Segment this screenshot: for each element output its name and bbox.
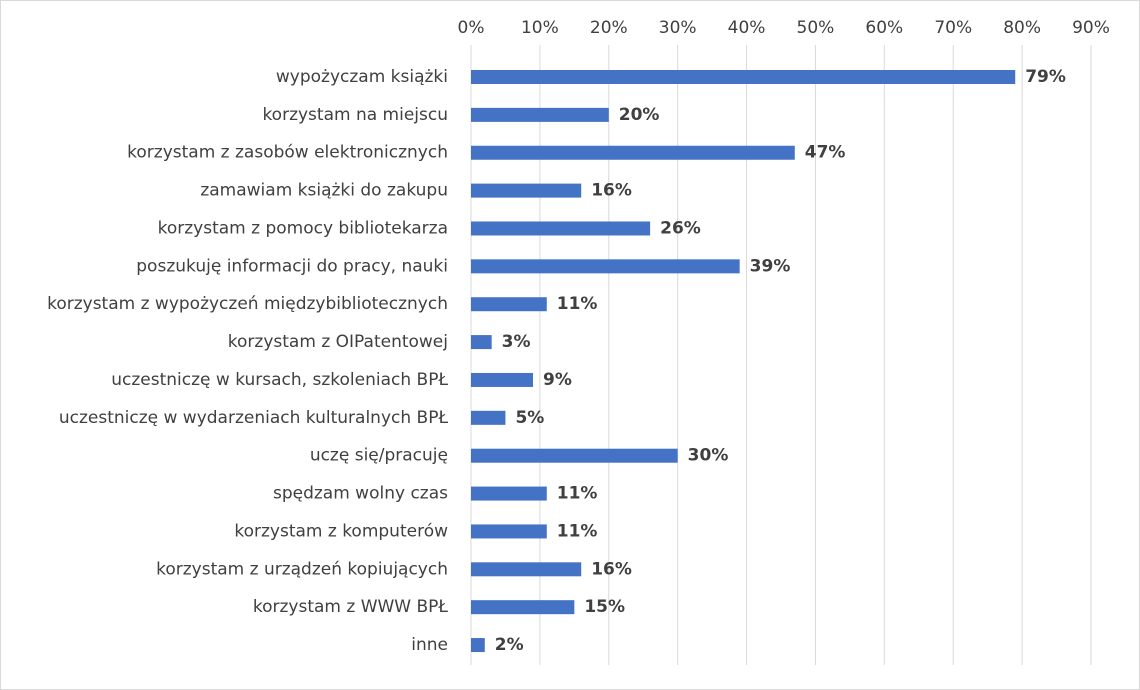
x-tick-label: 90% — [1072, 18, 1110, 38]
y-tick-label: korzystam z WWW BPŁ — [253, 597, 449, 617]
y-tick-label: korzystam z OIPatentowej — [228, 332, 448, 352]
value-label: 11% — [557, 521, 598, 541]
x-tick-label: 70% — [934, 18, 972, 38]
value-label: 16% — [591, 181, 632, 201]
bar — [471, 335, 492, 350]
bar — [471, 107, 609, 122]
x-tick-label: 10% — [521, 18, 559, 38]
value-label: 16% — [591, 559, 632, 579]
y-tick-label: zamawiam książki do zakupu — [200, 181, 448, 201]
x-tick-label: 60% — [865, 18, 903, 38]
bar — [471, 372, 533, 387]
value-label: 15% — [584, 597, 625, 617]
y-tick-label: korzystam z wypożyczeń międzybiblioteczn… — [47, 294, 448, 314]
x-tick-label: 20% — [590, 18, 628, 38]
bar — [471, 221, 651, 236]
bar — [471, 448, 678, 463]
x-tick-label: 50% — [797, 18, 835, 38]
value-label: 9% — [543, 370, 572, 390]
y-tick-label: uczestniczę w wydarzeniach kulturalnych … — [59, 408, 449, 428]
x-tick-label: 80% — [1003, 18, 1041, 38]
bar — [471, 145, 795, 160]
value-label: 26% — [660, 218, 701, 238]
value-label: 11% — [557, 484, 598, 504]
y-tick-label: inne — [411, 635, 448, 655]
x-tick-label: 40% — [728, 18, 766, 38]
y-tick-label: korzystam na miejscu — [262, 105, 448, 125]
value-label: 30% — [688, 446, 729, 466]
y-tick-label: uczestniczę w kursach, szkoleniach BPŁ — [111, 370, 448, 390]
value-label: 11% — [557, 294, 598, 314]
value-label: 3% — [502, 332, 531, 352]
y-tick-label: korzystam z komputerów — [234, 521, 448, 541]
bar — [471, 70, 1016, 84]
bar — [471, 486, 547, 501]
value-label: 47% — [805, 143, 846, 163]
bar — [471, 259, 740, 274]
x-tick-label: 0% — [458, 18, 485, 38]
bar — [471, 562, 582, 577]
x-tick-label: 30% — [659, 18, 697, 38]
y-tick-label: korzystam z pomocy bibliotekarza — [158, 218, 448, 238]
bar — [471, 183, 582, 198]
y-tick-label: uczę się/pracuję — [310, 446, 448, 466]
y-tick-label: korzystam z zasobów elektronicznych — [127, 143, 448, 163]
y-tick-label: wypożyczam książki — [276, 67, 448, 87]
value-label: 5% — [515, 408, 544, 428]
value-label: 20% — [619, 105, 660, 125]
y-tick-label: poszukuję informacji do pracy, nauki — [136, 256, 448, 276]
bar — [471, 524, 547, 539]
bar — [471, 410, 506, 425]
y-tick-label: spędzam wolny czas — [273, 484, 448, 504]
value-label: 39% — [750, 256, 791, 276]
y-tick-label: korzystam z urządzeń kopiujących — [156, 559, 448, 579]
bar — [471, 600, 575, 615]
value-label: 2% — [495, 635, 524, 655]
bar — [471, 297, 547, 312]
bar — [471, 638, 485, 653]
value-label: 79% — [1025, 67, 1066, 87]
